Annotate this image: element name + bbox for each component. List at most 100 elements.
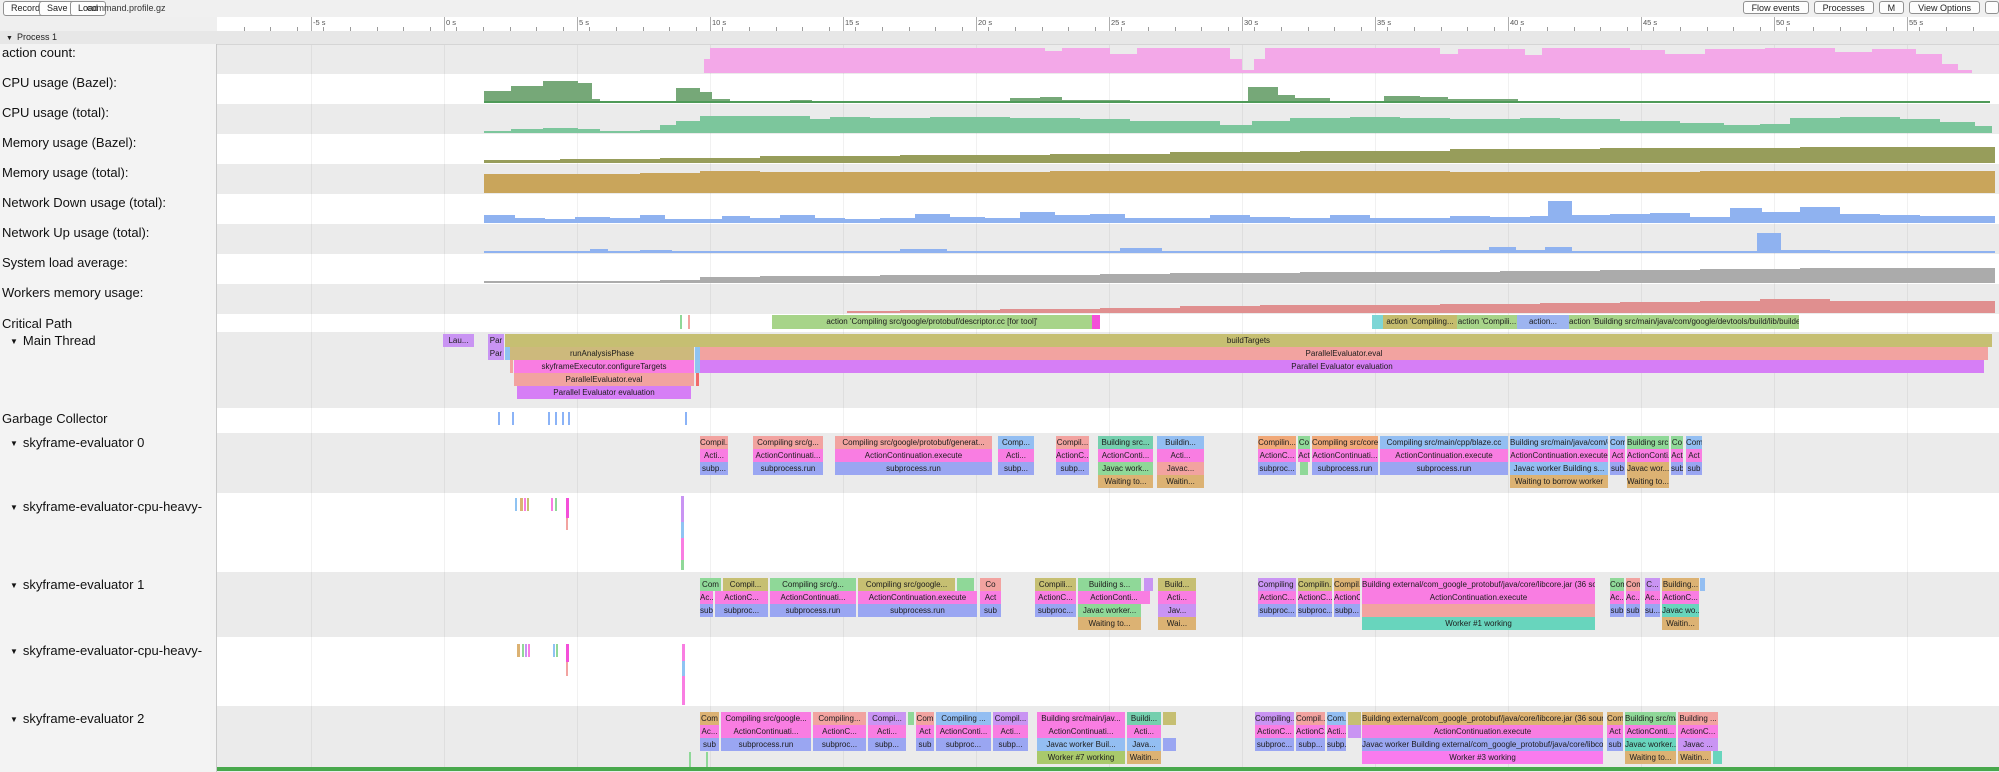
cpu-usage-total-chart-segment[interactable] [1520,118,1560,133]
skyframe-evaluator-1-slice[interactable]: Waiting to... [1078,617,1141,630]
skyframe-evaluator-1-slice[interactable]: Javac worker... [1078,604,1141,617]
skyframe-evaluator-1-slice[interactable] [957,578,974,591]
main-thread-slice[interactable]: Parallel Evaluator evaluation [700,360,1984,373]
skyframe-evaluator-1-slice[interactable]: su... [1645,604,1660,617]
network-down-usage-chart-segment[interactable] [950,217,985,223]
skyframe-evaluator-1-slice[interactable]: Compiling ... [1258,578,1296,591]
skyframe-evaluator-0-slice[interactable]: ActionConti... [1098,449,1153,462]
skyframe-evaluator-0-slice[interactable]: subprocess.run [1380,462,1508,475]
skyframe-evaluator-0-slice[interactable]: ActionContinuati... [753,449,823,462]
event-tick[interactable] [566,662,568,676]
action-count-chart-segment[interactable] [1137,48,1230,73]
skyframe-evaluator-1-slice[interactable]: Waitin... [1662,617,1699,630]
skyframe-evaluator-1-slice[interactable]: Compiling src/google... [858,578,955,591]
skyframe-evaluator-1-slice[interactable]: Co [980,578,1001,591]
system-load-average-chart-segment[interactable] [1800,268,1900,283]
skyframe-evaluator-0-slice[interactable]: Co [1671,436,1683,449]
event-tick[interactable] [528,644,530,657]
action-count-chart-segment[interactable] [704,59,710,73]
skyframe-evaluator-0-slice[interactable]: Acti... [1157,449,1204,462]
network-up-usage-chart-segment[interactable] [1120,248,1162,253]
event-tick[interactable] [681,538,684,560]
skyframe-evaluator-2-slice[interactable]: ActionC... [1678,725,1718,738]
skyframe-evaluator-1-slice[interactable]: Building... [1662,578,1699,591]
skyframe-evaluator-0-slice[interactable]: Compil... [1056,436,1089,449]
cpu-usage-total-chart-segment[interactable] [1400,118,1450,133]
skyframe-evaluator-0-slice[interactable]: subproc... [1258,462,1296,475]
skyframe-evaluator-1-slice[interactable]: subproc... [1298,604,1332,617]
system-load-average-chart-segment[interactable] [590,281,660,283]
memory-usage-bazel-chart-segment[interactable] [1800,147,1995,163]
skyframe-evaluator-0-slice[interactable] [1300,462,1308,475]
skyframe-evaluator-2-slice[interactable]: Waitin... [1127,751,1161,764]
cpu-usage-total-chart-segment[interactable] [1760,124,1790,133]
system-load-average-chart-segment[interactable] [1600,270,1700,283]
collapse-arrow-icon[interactable]: ▼ [10,581,18,590]
skyframe-evaluator-0-slice[interactable]: Javac wor... [1627,462,1669,475]
cpu-usage-total-chart-segment[interactable] [600,131,640,133]
workers-memory-usage-chart-segment[interactable] [1900,301,1995,313]
skyframe-evaluator-2-slice[interactable]: sub [916,738,934,751]
action-count-chart-segment[interactable] [1872,49,1916,73]
skyframe-evaluator-2-slice[interactable]: Acti... [868,725,906,738]
collapse-arrow-icon[interactable]: ▼ [10,337,18,346]
event-tick[interactable] [551,498,553,511]
collapse-arrow-icon[interactable]: ▼ [10,439,18,448]
skyframe-evaluator-0-slice[interactable]: Compilin... [1258,436,1296,449]
skyframe-evaluator-1-slice[interactable]: sub [980,604,1001,617]
critical-path-slice[interactable] [1372,315,1383,329]
main-thread-slice[interactable] [696,373,699,386]
skyframe-evaluator-2-slice[interactable]: Com [916,712,934,725]
critical-path-slice[interactable]: action 'Compiling src/google/protobuf/de… [772,315,1092,329]
skyframe-evaluator-2-slice[interactable]: ActionC... [1296,725,1325,738]
network-up-usage-chart-segment[interactable] [1489,247,1516,253]
event-tick[interactable] [553,644,555,657]
system-load-average-chart-segment[interactable] [1400,272,1500,283]
event-tick[interactable] [556,644,558,657]
network-down-usage-chart-segment[interactable] [665,219,700,223]
network-down-usage-chart-segment[interactable] [915,214,950,223]
action-count-chart-segment[interactable] [1254,59,1265,73]
skyframe-evaluator-1-slice[interactable]: Ac... [1645,591,1660,604]
event-tick[interactable] [515,498,517,511]
network-up-usage-chart-segment[interactable] [1380,251,1440,253]
network-up-usage-chart-segment[interactable] [947,251,1000,253]
skyframe-evaluator-0-slice[interactable]: Building src... [1098,436,1153,449]
skyframe-evaluator-1-slice[interactable]: ActionC... [715,591,768,604]
workers-memory-usage-chart-segment[interactable] [900,310,1000,313]
network-down-usage-chart-segment[interactable] [1290,218,1330,223]
main-thread-slice[interactable]: Par [488,347,504,360]
collapse-arrow-icon[interactable]: ▼ [6,35,13,42]
skyframe-evaluator-1-slice[interactable]: Compilin... [1298,578,1332,591]
skyframe-evaluator-1-slice[interactable]: ActionC... [1035,591,1076,604]
cpu-usage-total-chart-segment[interactable] [1900,119,1940,133]
skyframe-evaluator-2-slice[interactable]: Com... [1327,712,1346,725]
cpu-usage-total-chart-segment[interactable] [1010,118,1080,133]
action-count-chart-segment[interactable] [1242,70,1254,73]
skyframe-evaluator-2-slice[interactable]: Javac worker Building external/com_googl… [1362,738,1603,751]
skyframe-evaluator-2-slice[interactable]: subproc... [813,738,866,751]
memory-usage-bazel-chart-segment[interactable] [560,159,660,163]
skyframe-evaluator-2-slice[interactable]: ActionConti... [936,725,991,738]
event-tick[interactable] [522,644,524,657]
skyframe-evaluator-0-slice[interactable]: subp... [1056,462,1089,475]
skyframe-evaluator-2-slice[interactable]: ActionConti... [1625,725,1676,738]
skyframe-evaluator-1-slice[interactable]: Worker #1 working [1362,617,1595,630]
network-down-usage-chart-segment[interactable] [1125,218,1170,223]
network-down-usage-chart-segment[interactable] [1170,218,1210,223]
cpu-usage-total-chart-segment[interactable] [1940,122,1975,133]
network-down-usage-chart-segment[interactable] [1762,212,1800,223]
skyframe-evaluator-1-slice[interactable]: Compiling src/g... [770,578,856,591]
main-thread-slice[interactable]: ParallelEvaluator.eval [700,347,1988,360]
skyframe-evaluator-2-slice[interactable]: Ac... [700,725,719,738]
skyframe-evaluator-1-slice[interactable]: ActionC... [1258,591,1296,604]
skyframe-evaluator-1-slice[interactable]: Compili... [1035,578,1076,591]
cpu-usage-bazel-chart-segment[interactable] [1248,87,1278,103]
network-down-usage-chart-segment[interactable] [575,217,610,223]
network-down-usage-chart-segment[interactable] [1090,214,1125,223]
skyframe-evaluator-1-slice[interactable]: Javac wo... [1662,604,1699,617]
skyframe-evaluator-1-slice[interactable]: subprocess.run [858,604,977,617]
network-down-usage-chart-segment[interactable] [780,215,815,223]
skyframe-evaluator-1-slice[interactable]: ActionContinuation.execute [858,591,977,604]
cpu-usage-total-chart-segment[interactable] [1790,118,1840,133]
